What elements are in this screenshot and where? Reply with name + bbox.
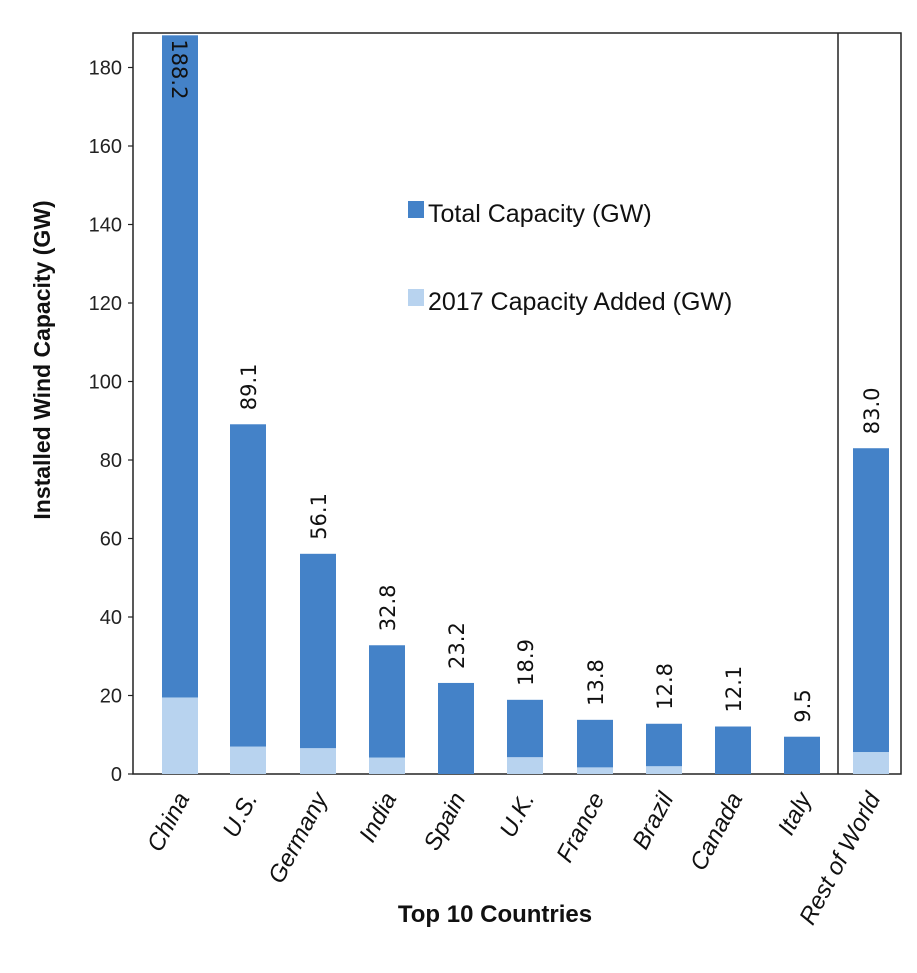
bar-total — [577, 719, 613, 774]
x-category-label: U.S. — [218, 788, 264, 842]
x-category-label: Italy — [773, 786, 818, 839]
bar-data-label: 188.2 — [167, 39, 191, 99]
bar-data-label: 12.1 — [722, 666, 746, 713]
bar-data-label: 9.5 — [791, 689, 815, 722]
y-axis: 0 20 40 60 80 100 120 140 160 180 — [89, 58, 133, 786]
x-category-label: Canada — [685, 788, 748, 875]
y-tick-label: 40 — [100, 607, 122, 629]
y-tick-label: 100 — [89, 372, 122, 394]
bar-2017-added — [853, 752, 889, 774]
y-axis-title: Installed Wind Capacity (GW) — [29, 200, 55, 519]
bar-2017-added — [369, 757, 405, 774]
bar-2017-added — [577, 767, 613, 774]
legend-label-added: 2017 Capacity Added (GW) — [428, 288, 732, 316]
bar-total — [162, 35, 198, 774]
legend-swatch-total — [408, 201, 424, 218]
bar-2017-added — [507, 757, 543, 774]
legend-label-total: Total Capacity (GW) — [428, 200, 652, 228]
x-category-label: India — [354, 788, 402, 847]
y-tick-label: 60 — [100, 529, 122, 551]
y-tick-label: 180 — [89, 58, 122, 80]
x-category-label: Brazil — [627, 788, 679, 854]
bar-total — [300, 553, 336, 774]
legend: Total Capacity (GW) 2017 Capacity Added … — [408, 200, 732, 316]
y-tick-label: 0 — [111, 764, 122, 786]
x-category-label: U.K. — [495, 788, 541, 842]
x-axis-title: Top 10 Countries — [398, 901, 592, 928]
bar-total — [230, 424, 266, 774]
x-category-label: France — [551, 788, 610, 867]
x-category-label: Germany — [263, 786, 334, 888]
y-tick-label: 140 — [89, 215, 122, 237]
bar-data-label: 56.1 — [307, 493, 331, 540]
bar-2017-added — [646, 766, 682, 774]
bar-total — [853, 448, 889, 774]
x-category-label: Spain — [419, 788, 472, 855]
y-tick-label: 80 — [100, 450, 122, 472]
bar-data-label: 32.8 — [376, 584, 400, 631]
bar-data-label: 89.1 — [237, 364, 261, 411]
bars — [162, 35, 889, 774]
y-tick-label: 120 — [89, 293, 122, 315]
x-category-label: China — [142, 788, 195, 856]
bar-data-label: 83.0 — [860, 387, 884, 434]
bar-2017-added — [162, 697, 198, 774]
bar-total — [715, 726, 751, 774]
y-tick-label: 160 — [89, 136, 122, 158]
bar-2017-added — [230, 746, 266, 774]
bar-total — [784, 736, 820, 774]
bar-2017-added — [300, 748, 336, 774]
bar-total — [369, 645, 405, 774]
bar-total — [646, 723, 682, 774]
bar-data-label: 18.9 — [514, 639, 538, 686]
bar-data-label: 23.2 — [445, 622, 469, 669]
bar-data-label: 13.8 — [584, 659, 608, 706]
legend-swatch-added — [408, 289, 424, 306]
bar-total — [438, 682, 474, 774]
data-labels: 188.2 89.1 56.1 32.8 23.2 18.9 13.8 12.8 12.1 9.5… — [167, 39, 884, 722]
y-tick-label: 20 — [100, 686, 122, 708]
bar-data-label: 12.8 — [653, 663, 677, 710]
